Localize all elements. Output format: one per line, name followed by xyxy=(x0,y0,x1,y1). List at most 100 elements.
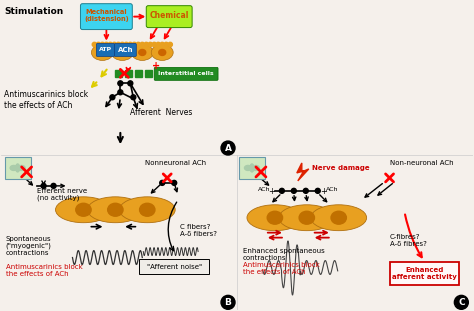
FancyBboxPatch shape xyxy=(146,6,192,28)
Text: Efferent nerve
(no activity): Efferent nerve (no activity) xyxy=(36,188,87,201)
Ellipse shape xyxy=(91,44,113,60)
Text: C fibers?
A-δ fibers?: C fibers? A-δ fibers? xyxy=(180,224,217,237)
Text: ATP: ATP xyxy=(99,48,112,53)
FancyBboxPatch shape xyxy=(154,67,218,80)
Text: Chemical: Chemical xyxy=(149,11,189,20)
Circle shape xyxy=(132,42,137,47)
Ellipse shape xyxy=(151,44,173,60)
Circle shape xyxy=(92,42,97,47)
Ellipse shape xyxy=(111,44,133,60)
Circle shape xyxy=(118,81,123,86)
Circle shape xyxy=(315,188,320,193)
FancyBboxPatch shape xyxy=(390,262,459,285)
Text: +: + xyxy=(320,187,327,196)
FancyBboxPatch shape xyxy=(96,44,114,56)
Ellipse shape xyxy=(253,165,259,170)
Ellipse shape xyxy=(331,211,346,224)
Circle shape xyxy=(221,295,235,309)
Circle shape xyxy=(455,295,468,309)
Circle shape xyxy=(131,95,136,100)
Ellipse shape xyxy=(267,211,283,224)
Ellipse shape xyxy=(10,165,17,170)
Circle shape xyxy=(120,42,125,47)
Ellipse shape xyxy=(247,205,303,231)
Text: B: B xyxy=(225,298,231,307)
Text: Antimuscarinics block
the effects of ACh: Antimuscarinics block the effects of ACh xyxy=(6,263,82,276)
Ellipse shape xyxy=(55,197,111,223)
Text: ACh: ACh xyxy=(118,47,133,53)
Ellipse shape xyxy=(119,49,126,55)
Text: Interstitial cells: Interstitial cells xyxy=(158,71,214,77)
Circle shape xyxy=(160,180,164,185)
Text: Non-neuronal ACh: Non-neuronal ACh xyxy=(390,160,453,166)
Text: "Afferent noise": "Afferent noise" xyxy=(146,263,202,270)
Circle shape xyxy=(128,42,133,47)
Circle shape xyxy=(136,42,140,47)
Polygon shape xyxy=(297,163,309,181)
Circle shape xyxy=(41,183,46,188)
Circle shape xyxy=(112,42,117,47)
Text: Stimulation: Stimulation xyxy=(5,7,64,16)
Text: Nonneuronal ACh: Nonneuronal ACh xyxy=(145,160,206,166)
Circle shape xyxy=(144,42,148,47)
Text: C-fibres?
A-δ fibres?: C-fibres? A-δ fibres? xyxy=(390,234,427,247)
Text: Enhanced spontaneous
contractions: Enhanced spontaneous contractions xyxy=(243,248,325,261)
Circle shape xyxy=(221,141,235,155)
Text: Nerve damage: Nerve damage xyxy=(312,165,369,171)
Text: +: + xyxy=(268,187,275,196)
Circle shape xyxy=(172,180,177,185)
Ellipse shape xyxy=(131,44,153,60)
Ellipse shape xyxy=(245,165,252,170)
Circle shape xyxy=(110,95,115,100)
Ellipse shape xyxy=(99,49,106,55)
Circle shape xyxy=(303,188,308,193)
Ellipse shape xyxy=(159,49,166,55)
Circle shape xyxy=(96,42,100,47)
Text: ACh: ACh xyxy=(258,187,271,192)
Circle shape xyxy=(168,42,173,47)
Ellipse shape xyxy=(139,203,155,216)
Ellipse shape xyxy=(250,164,254,172)
FancyBboxPatch shape xyxy=(81,4,132,30)
Circle shape xyxy=(140,42,145,47)
Text: A: A xyxy=(225,144,231,152)
Circle shape xyxy=(148,42,153,47)
Circle shape xyxy=(100,42,105,47)
Circle shape xyxy=(104,42,109,47)
Circle shape xyxy=(279,188,284,193)
FancyBboxPatch shape xyxy=(239,157,265,179)
Text: Antimuscarinics block
the effects of ACh: Antimuscarinics block the effects of ACh xyxy=(4,90,88,110)
Ellipse shape xyxy=(279,205,335,231)
Circle shape xyxy=(152,42,156,47)
Circle shape xyxy=(116,42,120,47)
Circle shape xyxy=(128,81,133,86)
Ellipse shape xyxy=(76,203,91,216)
Text: Enhanced
afferent activity: Enhanced afferent activity xyxy=(392,267,457,280)
Ellipse shape xyxy=(299,211,314,224)
Text: C: C xyxy=(458,298,465,307)
Circle shape xyxy=(156,42,160,47)
Text: Mechanical
(distension): Mechanical (distension) xyxy=(84,9,129,22)
Circle shape xyxy=(160,42,164,47)
Ellipse shape xyxy=(18,165,25,170)
Circle shape xyxy=(164,42,168,47)
Text: Antimuscarinics block
the effects of ACh: Antimuscarinics block the effects of ACh xyxy=(243,262,320,275)
Text: +: + xyxy=(152,61,160,72)
Ellipse shape xyxy=(311,205,366,231)
Ellipse shape xyxy=(87,197,143,223)
Text: Spontaneous
("myogenic")
contractions: Spontaneous ("myogenic") contractions xyxy=(6,236,52,256)
Ellipse shape xyxy=(119,197,175,223)
Text: ACh: ACh xyxy=(326,187,338,192)
Ellipse shape xyxy=(139,49,146,55)
Ellipse shape xyxy=(16,164,19,172)
Circle shape xyxy=(118,90,123,95)
Circle shape xyxy=(108,42,112,47)
Text: Afferent  Nerves: Afferent Nerves xyxy=(130,108,193,117)
Ellipse shape xyxy=(108,203,123,216)
Circle shape xyxy=(124,42,128,47)
Circle shape xyxy=(292,188,296,193)
FancyBboxPatch shape xyxy=(5,157,31,179)
Circle shape xyxy=(51,183,56,188)
FancyBboxPatch shape xyxy=(114,44,137,56)
FancyBboxPatch shape xyxy=(139,258,209,275)
